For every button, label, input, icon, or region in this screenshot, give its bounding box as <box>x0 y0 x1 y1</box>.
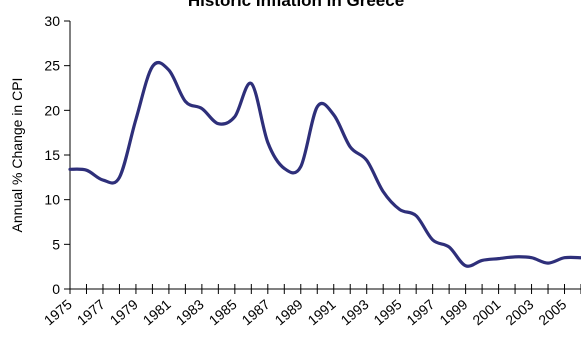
y-tick-label: 5 <box>52 236 60 252</box>
y-tick-label: 10 <box>44 192 60 208</box>
y-tick-label: 15 <box>44 147 60 163</box>
x-tick-label: 2005 <box>535 296 569 328</box>
x-tick-label: 1987 <box>239 296 273 328</box>
y-axis: 0 5 10 15 20 25 30 <box>44 13 71 297</box>
x-tick-label: 1983 <box>173 296 207 328</box>
x-axis: 1975197719791981198319851987198919911993… <box>41 284 581 328</box>
x-tick-label: 1997 <box>403 296 437 328</box>
x-tick-label: 2003 <box>502 296 536 328</box>
x-tick-label: 1977 <box>74 296 108 328</box>
x-tick-label: 1979 <box>107 296 141 328</box>
x-tick-label: 1995 <box>370 296 404 328</box>
series <box>68 60 581 268</box>
y-tick-label: 20 <box>44 102 60 118</box>
x-tick-label: 1975 <box>41 296 75 328</box>
x-tick-label: 2001 <box>469 296 503 328</box>
y-tick-label: 25 <box>44 58 60 74</box>
x-tick-label: 1989 <box>272 296 306 328</box>
x-tick-label: 1993 <box>337 296 371 328</box>
series-line <box>68 60 581 268</box>
x-tick-label: 1981 <box>140 296 174 328</box>
x-tick-label: 1991 <box>305 296 339 328</box>
y-tick-label: 30 <box>44 13 60 29</box>
y-tick-label: 0 <box>52 281 60 297</box>
chart-title: Historic Inflation in Greece <box>188 0 404 10</box>
y-axis-label: Annual % Change in CPI <box>9 78 25 233</box>
x-tick-label: 1985 <box>206 296 240 328</box>
x-tick-label: 1999 <box>436 296 470 328</box>
